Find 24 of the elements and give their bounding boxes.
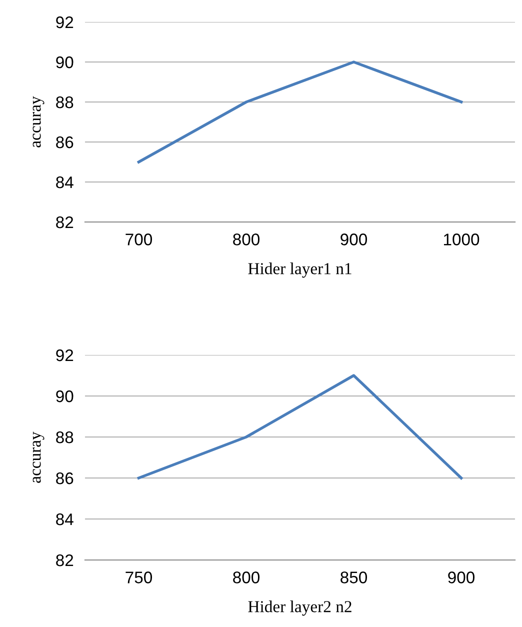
y-tick-label: 86 (56, 136, 74, 148)
y-tick-label: 90 (56, 390, 74, 402)
y-tick-label: 84 (56, 176, 74, 188)
x-tick-label: 900 (340, 234, 368, 246)
x-tick-label: 1000 (444, 234, 480, 246)
x-tick-label: 800 (233, 234, 260, 246)
x-tick-label: 700 (126, 234, 152, 246)
x-tick-label: 800 (233, 572, 260, 584)
y-tick-label: 82 (56, 554, 74, 566)
y-tick-label: 88 (56, 96, 74, 108)
x-axis-title: Hider layer2 n2 (248, 600, 352, 616)
x-axis-title: Hider layer1 n1 (248, 262, 352, 278)
y-tick-label: 92 (56, 349, 74, 362)
x-tick-label: 750 (126, 572, 152, 584)
x-tick-label: 850 (340, 572, 368, 584)
y-tick-label: 88 (56, 431, 74, 444)
x-tick-label: 900 (448, 572, 475, 584)
y-tick-label: 90 (56, 56, 74, 68)
y-axis-title: accuray (32, 96, 44, 148)
y-tick-label: 84 (56, 513, 74, 526)
y-tick-label: 86 (56, 472, 74, 484)
y-axis-title: accuray (32, 432, 44, 483)
y-tick-label: 82 (56, 216, 74, 228)
y-tick-label: 92 (56, 16, 74, 28)
